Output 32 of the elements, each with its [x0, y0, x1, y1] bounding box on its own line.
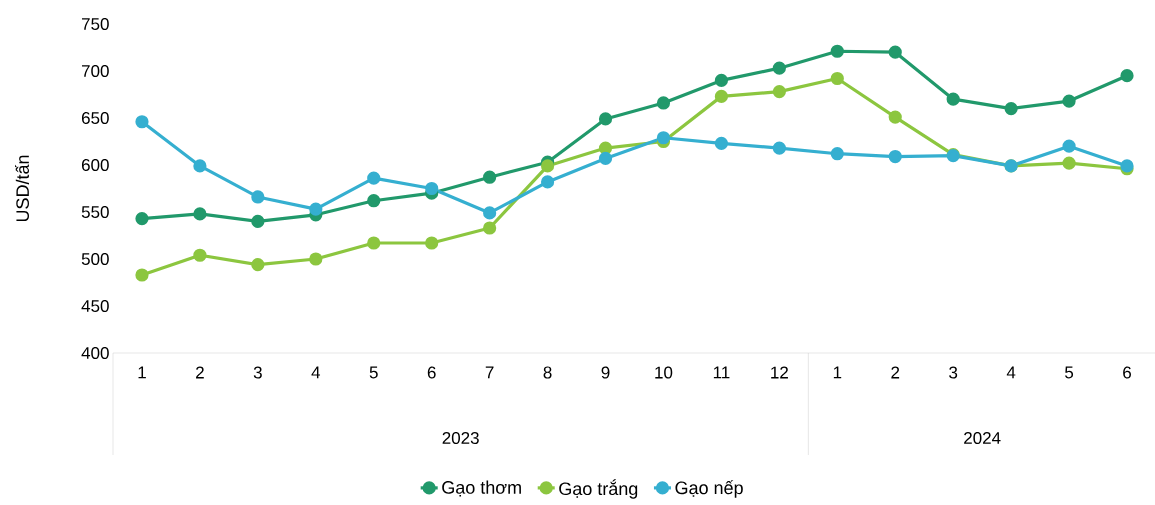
x-tick-label: 3	[949, 366, 958, 379]
y-tick-label: 500	[81, 252, 109, 266]
x-tick-label: 4	[1006, 366, 1016, 379]
y-tick-label: 600	[81, 158, 109, 172]
y-tick-label: 750	[81, 17, 109, 31]
x-tick-label: 8	[543, 366, 552, 379]
legend-label: Gạo nếp	[675, 480, 743, 498]
x-tick-label: 2	[891, 366, 900, 379]
y-tick-label: 400	[81, 346, 109, 360]
x-tick-label: 6	[427, 366, 436, 379]
x-tick-label: 7	[485, 366, 494, 379]
y-tick-label: 450	[81, 299, 109, 313]
legend-label: Gạo trắng	[559, 479, 638, 499]
x-tick-label: 5	[1065, 366, 1074, 379]
legend-label: Gạo thơm	[442, 480, 521, 497]
x-tick-label: 6	[1123, 366, 1131, 379]
x-tick-label: 4	[311, 366, 321, 379]
x-tick-label: 12	[771, 366, 788, 379]
y-axis-title: USD/tấn	[15, 155, 29, 222]
x-tick-label: 2	[196, 366, 204, 379]
x-tick-label: 3	[253, 366, 262, 379]
x-tick-label: 5	[369, 366, 378, 379]
x-tick-label: 10	[655, 366, 673, 379]
y-tick-label: 550	[81, 205, 109, 219]
text: 2023	[442, 431, 479, 445]
x-tick-label: 1	[833, 366, 842, 379]
y-tick-label: 700	[81, 64, 109, 78]
x-tick-label: 11	[713, 366, 730, 379]
text: 2024	[964, 431, 1001, 445]
x-tick-label: 9	[601, 366, 610, 379]
y-tick-label: 650	[81, 111, 109, 125]
x-tick-label: 1	[138, 366, 146, 379]
